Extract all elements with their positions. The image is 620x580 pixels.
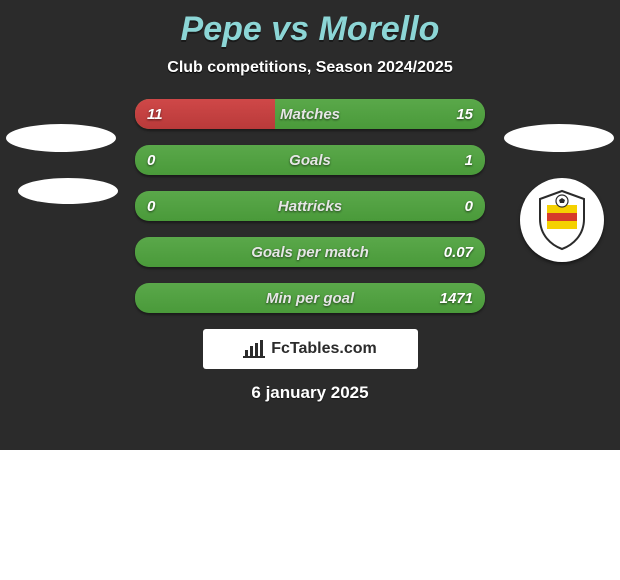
stat-row: Min per goal 1471 [135, 283, 485, 313]
stat-value-left: 0 [147, 152, 155, 169]
stat-row: 0 Goals 1 [135, 145, 485, 175]
stat-value-left: 11 [147, 106, 163, 123]
fctables-label: FcTables.com [271, 340, 377, 358]
blank-area [0, 450, 620, 580]
stat-value-right: 0 [465, 198, 473, 215]
shield-icon [529, 187, 595, 253]
stat-row: 0 Hattricks 0 [135, 191, 485, 221]
player-right-photo-placeholder [504, 124, 614, 152]
title-right: Morello [319, 10, 440, 48]
stats-rows: 11 Matches 15 0 Goals 1 0 Hattricks 0 Go… [135, 99, 485, 313]
comparison-card: Pepe vs Morello Club competitions, Seaso… [0, 0, 620, 450]
stat-value-right: 1 [465, 152, 473, 169]
title-left: Pepe [181, 10, 262, 48]
stat-row: 11 Matches 15 [135, 99, 485, 129]
stat-value-left: 0 [147, 198, 155, 215]
stat-label: Hattricks [135, 198, 485, 215]
club-right-badge [520, 178, 604, 262]
page-title: Pepe vs Morello [0, 0, 620, 49]
stat-label: Goals per match [135, 244, 485, 261]
date-text: 6 january 2025 [0, 383, 620, 403]
stat-label: Min per goal [135, 290, 485, 307]
stat-label: Goals [135, 152, 485, 169]
fctables-panel: FcTables.com [203, 329, 418, 369]
bar-chart-icon [243, 340, 265, 358]
stat-value-right: 0.07 [444, 244, 473, 261]
stat-row: Goals per match 0.07 [135, 237, 485, 267]
subtitle: Club competitions, Season 2024/2025 [0, 59, 620, 77]
stat-value-right: 15 [456, 106, 473, 123]
player-left-photo-placeholder [6, 124, 116, 152]
title-vs: vs [271, 10, 309, 48]
club-left-placeholder [18, 178, 118, 204]
stat-value-right: 1471 [440, 290, 473, 307]
